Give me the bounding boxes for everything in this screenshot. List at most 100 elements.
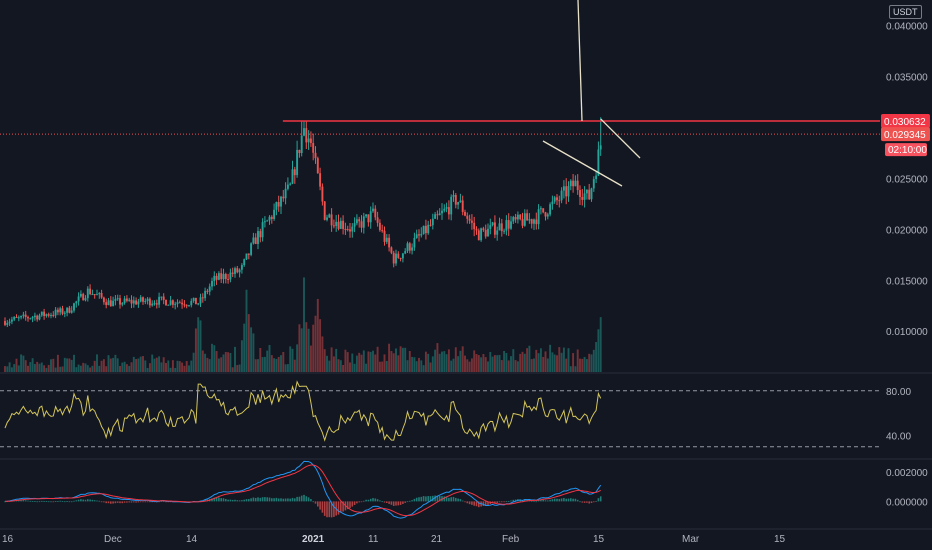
volume-bar bbox=[415, 361, 418, 372]
volume-bar bbox=[376, 346, 379, 372]
macd-histogram-bar bbox=[540, 499, 542, 502]
macd-histogram-bar bbox=[215, 497, 218, 502]
candle-body bbox=[183, 304, 186, 306]
candle-body bbox=[351, 226, 354, 232]
channel-upper-line[interactable] bbox=[600, 118, 641, 159]
volume-bar bbox=[330, 347, 333, 372]
candle-body bbox=[201, 297, 204, 299]
macd-histogram-bar bbox=[29, 500, 32, 502]
currency-unit-badge[interactable]: USDT bbox=[889, 5, 922, 19]
macd-histogram-bar bbox=[121, 501, 124, 504]
volume-bar bbox=[342, 365, 345, 372]
volume-bar bbox=[86, 365, 89, 372]
macd-histogram-bar bbox=[450, 497, 452, 502]
volume-bar bbox=[321, 336, 324, 372]
candle-body bbox=[411, 247, 414, 251]
macd-histogram-bar bbox=[254, 497, 257, 502]
volume-bar bbox=[470, 358, 473, 372]
macd-histogram-bar bbox=[241, 500, 243, 502]
date-tick-label: Mar bbox=[682, 534, 700, 545]
candle-body bbox=[31, 317, 34, 319]
macd-histogram-bar bbox=[567, 498, 570, 502]
candle-body bbox=[139, 297, 142, 302]
volume-bar bbox=[445, 354, 448, 372]
macd-histogram-bar bbox=[434, 495, 436, 502]
volume-bar bbox=[496, 355, 499, 372]
channel-lower-line[interactable] bbox=[542, 140, 623, 187]
volume-bar bbox=[107, 355, 110, 372]
volume-bar bbox=[482, 353, 485, 372]
volume-bar bbox=[167, 360, 170, 372]
volume-bar bbox=[105, 366, 108, 372]
candle-body bbox=[68, 307, 71, 313]
volume-bar bbox=[266, 350, 269, 372]
vertical-trend-line[interactable] bbox=[577, 0, 583, 121]
macd-histogram-bar bbox=[307, 497, 310, 502]
candle-body bbox=[43, 311, 46, 316]
countdown-label: 02:10:00 bbox=[888, 145, 927, 156]
macd-histogram-bar bbox=[218, 497, 220, 502]
candle-body bbox=[197, 303, 200, 305]
candle-body bbox=[222, 273, 225, 280]
volume-bar bbox=[100, 360, 103, 372]
macd-histogram-bar bbox=[264, 497, 266, 502]
macd-histogram-bar bbox=[213, 497, 216, 502]
price-pane[interactable] bbox=[0, 372, 932, 530]
macd-histogram-bar bbox=[438, 495, 441, 502]
macd-histogram-bar bbox=[576, 499, 579, 502]
volume-bar bbox=[468, 361, 471, 372]
volume-bar bbox=[153, 358, 156, 372]
macd-histogram-bar bbox=[415, 497, 418, 502]
macd-histogram-bar bbox=[397, 501, 400, 506]
candle-body bbox=[254, 237, 257, 244]
volume-bar bbox=[68, 358, 71, 372]
candle-body bbox=[395, 253, 397, 264]
candle-body bbox=[148, 298, 151, 306]
volume-bar bbox=[284, 364, 287, 372]
macd-histogram-bar bbox=[351, 501, 354, 507]
macd-histogram-bar bbox=[151, 501, 153, 503]
volume-bar bbox=[215, 351, 218, 372]
volume-bar bbox=[316, 298, 319, 372]
candle-body bbox=[367, 214, 370, 223]
macd-pane[interactable] bbox=[4, 460, 602, 519]
candle-body bbox=[6, 322, 9, 325]
rsi-pane[interactable] bbox=[0, 380, 880, 448]
macd-histogram-bar bbox=[392, 501, 395, 507]
candle-body bbox=[441, 210, 443, 214]
candle-body bbox=[79, 293, 82, 297]
macd-histogram-bar bbox=[466, 501, 469, 504]
volume-bar bbox=[408, 350, 411, 372]
trend-drawings[interactable] bbox=[0, 0, 880, 187]
candle-body bbox=[153, 303, 156, 305]
candle-body bbox=[185, 305, 188, 307]
macd-histogram-bar bbox=[413, 498, 416, 502]
volume-bar bbox=[10, 367, 13, 372]
volume-bar bbox=[280, 355, 282, 372]
volume-bar bbox=[40, 362, 43, 372]
volume-bar bbox=[89, 367, 92, 372]
macd-histogram-bar bbox=[296, 496, 298, 502]
current-price-tag[interactable] bbox=[881, 127, 930, 142]
volume-bar bbox=[378, 361, 381, 372]
volume-bar bbox=[493, 355, 496, 372]
price-axis[interactable]: 0.040000 0.035000 0.025000 0.020000 0.015000… bbox=[881, 21, 930, 508]
volume-bar bbox=[385, 360, 388, 372]
macd-histogram-bar bbox=[225, 498, 227, 502]
date-axis[interactable]: 16 Dec 14 2021 11 21 Feb 15 Mar 15 bbox=[2, 534, 786, 545]
candle-body bbox=[452, 194, 455, 197]
macd-histogram-bar bbox=[4, 501, 6, 503]
price-tick-label: 0.010000 bbox=[886, 327, 928, 338]
volume-bar bbox=[174, 367, 177, 372]
resistance-price-tag[interactable] bbox=[881, 113, 930, 128]
macd-histogram-bar bbox=[231, 499, 234, 502]
volume-bar bbox=[263, 356, 266, 372]
volume-bar bbox=[397, 355, 400, 372]
date-tick-label: 16 bbox=[2, 534, 14, 545]
volume-bar bbox=[98, 365, 101, 372]
candle-body bbox=[93, 294, 96, 296]
candle-body bbox=[482, 228, 485, 230]
candle-body bbox=[266, 220, 269, 222]
volume-bar bbox=[96, 354, 98, 372]
